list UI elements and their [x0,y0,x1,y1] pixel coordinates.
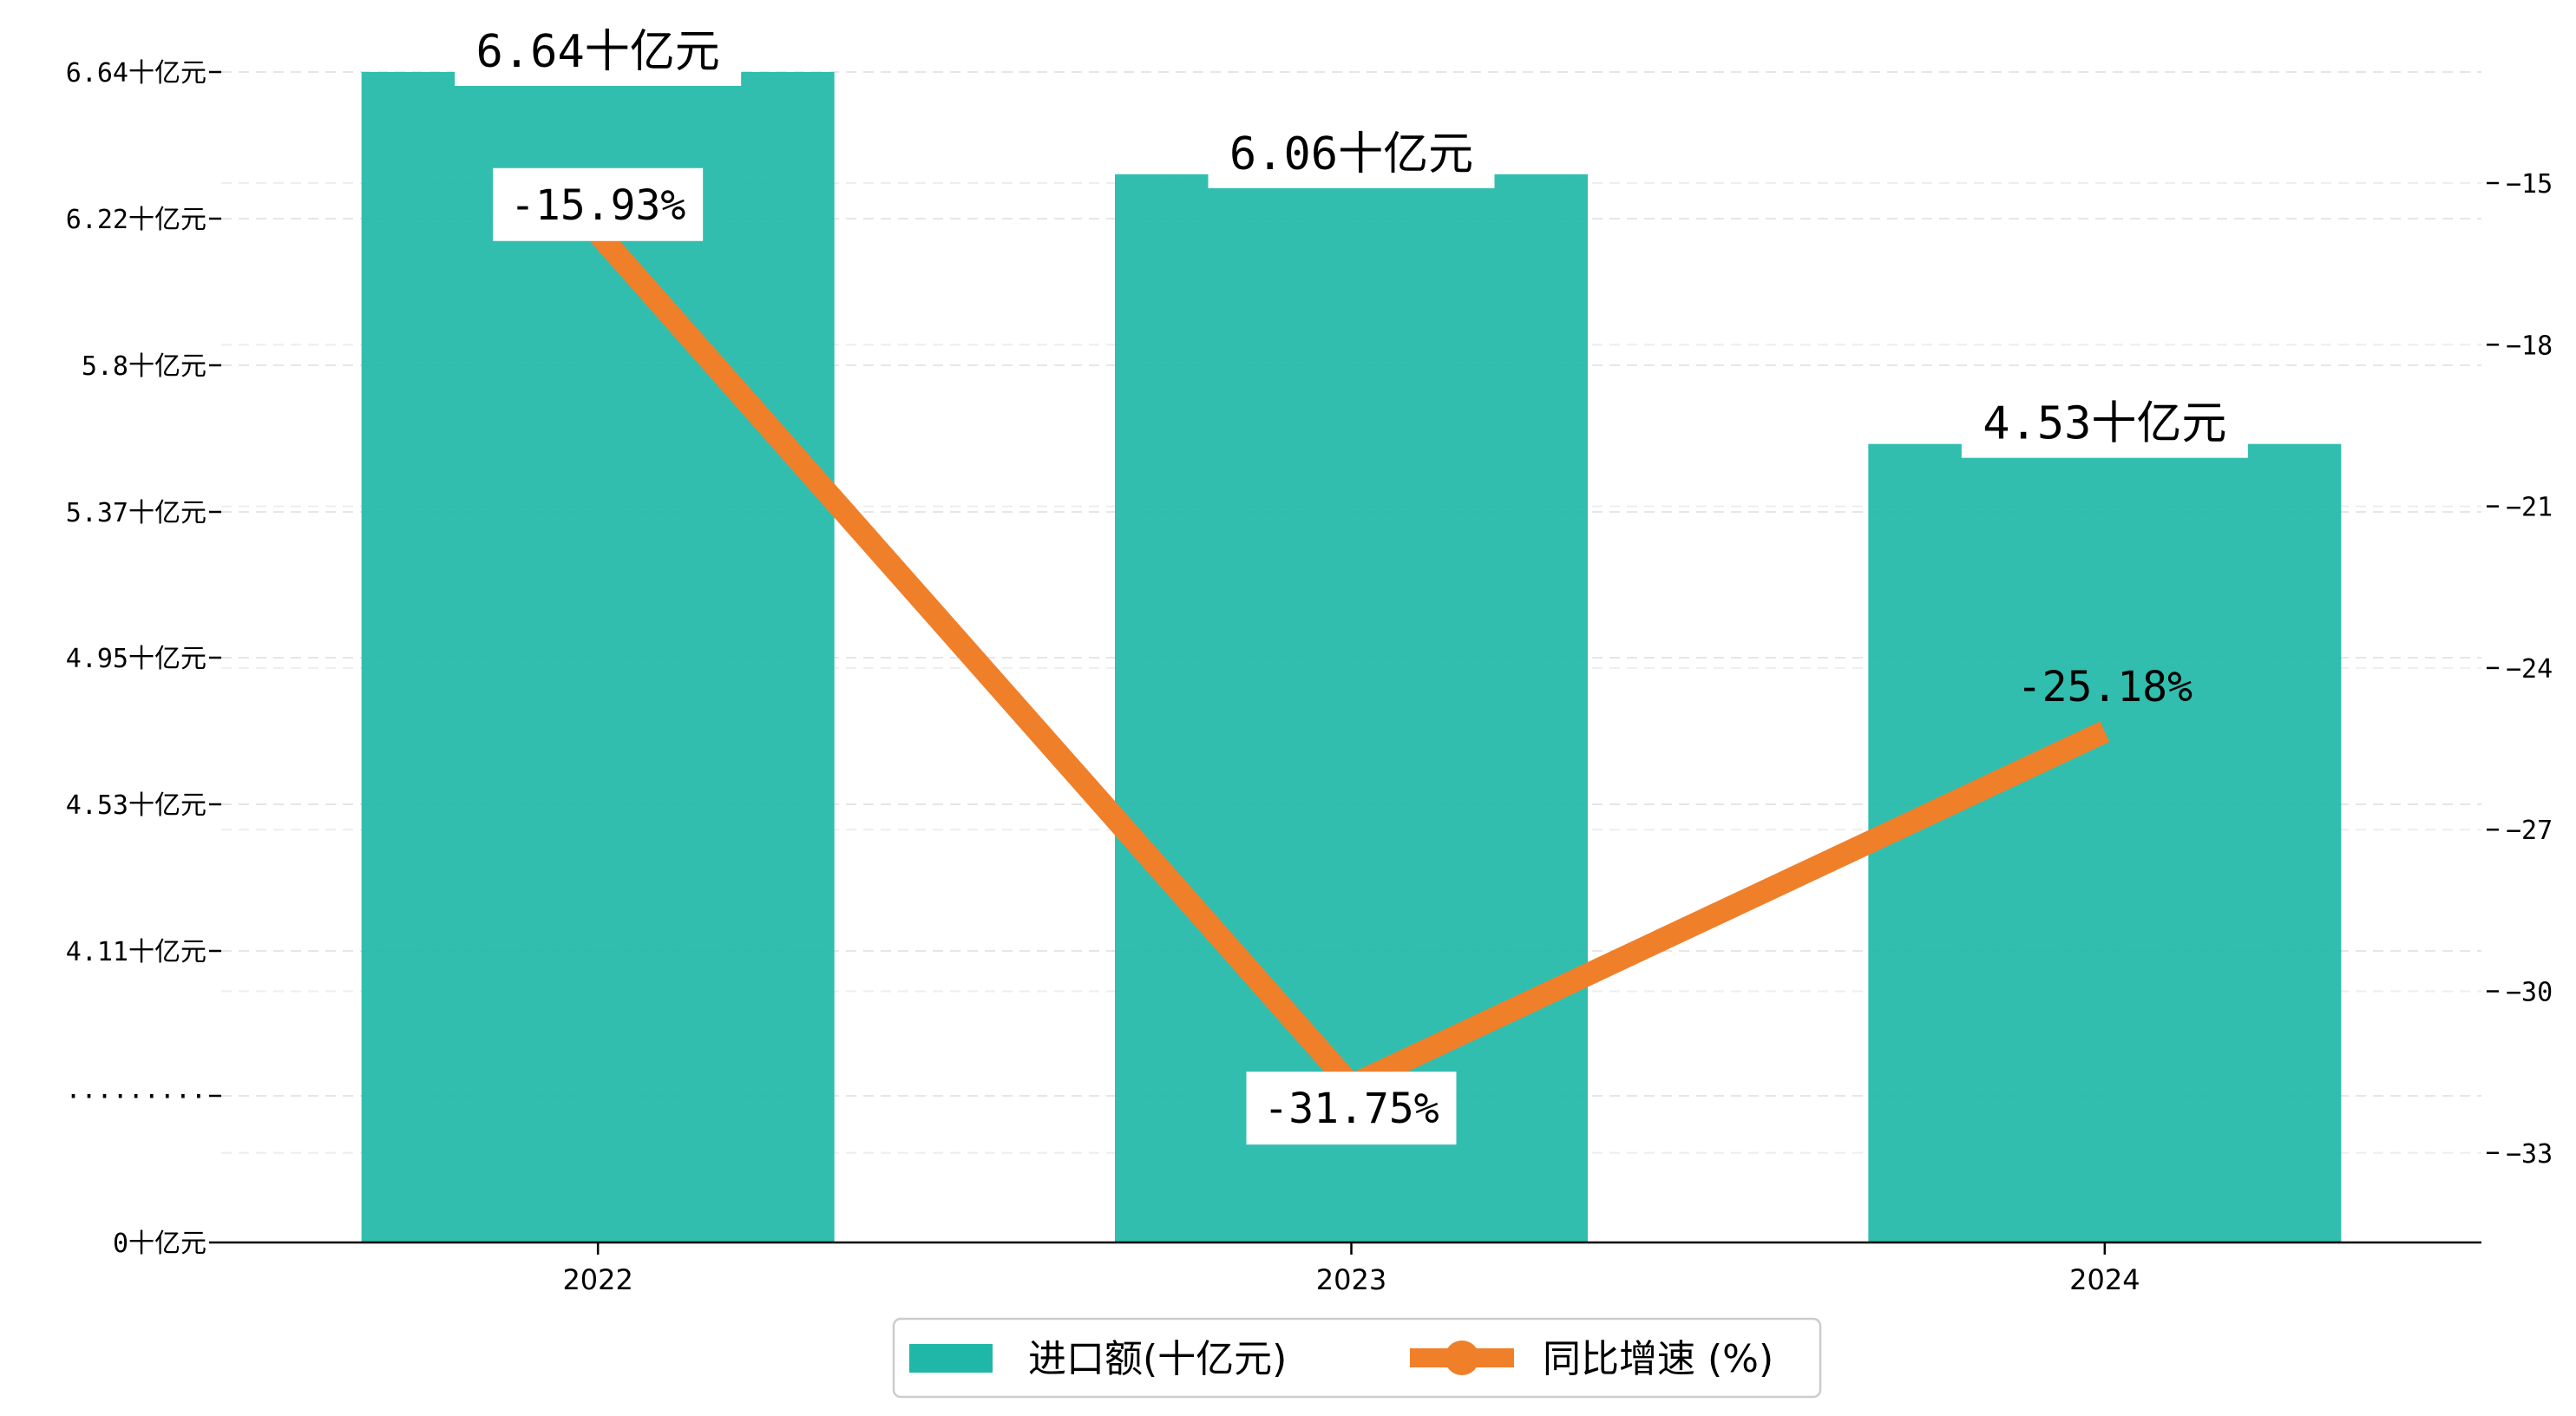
x-tick-label: 2023 [1316,1263,1386,1296]
bar [361,72,835,1242]
y-right-tick-label: −27 [2506,816,2553,846]
growth-value-label-bg [493,167,704,241]
bar-value-label-bg [455,22,742,86]
y-left-tick-label: 4.95十亿元 [66,644,206,674]
bar-value-label-bg [1208,123,1495,188]
legend-bar-swatch [909,1344,993,1373]
legend: 进口额(十亿元) 同比增速 (%) [892,1317,1822,1399]
bar [1115,174,1588,1242]
y-right-tick-label: −24 [2506,654,2553,685]
x-tick-label: 2024 [2069,1263,2140,1296]
bar-value-label-bg [1961,393,2248,458]
y-left-tick-label: 4.11十亿元 [66,937,206,967]
growth-value-label-bg [1246,1072,1457,1145]
legend-bar-label: 进口额(十亿元) [1028,1337,1287,1381]
bars-layer [361,72,2342,1242]
y-right-tick-label: −30 [2506,978,2553,1008]
bar-value-label: 6.64十亿元 [476,26,720,78]
growth-value-label: -15.93% [510,181,685,230]
y-left-tick-label: 5.8十亿元 [82,351,206,382]
growth-value-label: -31.75% [1263,1085,1439,1133]
bar [1868,443,2342,1242]
y-left-tick-label: 6.64十亿元 [66,58,206,88]
bar-value-label: 6.06十亿元 [1229,128,1473,180]
y-right-tick-label: −21 [2506,493,2553,523]
labels-layer: 6.64十亿元 6.06十亿元 4.53十亿元 -15.93% -31.75% -25.1… [455,22,2248,1145]
bar-value-label: 4.53十亿元 [1983,398,2226,450]
legend-box [892,1317,1822,1399]
y-right-tick-label: −18 [2506,331,2553,361]
growth-value-label: -25.18% [2017,663,2193,711]
x-tick-label: 2022 [562,1263,633,1296]
y-left-tick-label: 6.22十亿元 [66,205,206,235]
y-left-tick-label: 5.37十亿元 [66,498,206,528]
y-left-tick-label: 4.53十亿元 [66,790,206,821]
legend-line-label: 同比增速 (%) [1543,1337,1773,1381]
y-right-tick-label: −33 [2506,1139,2553,1170]
y-right-tick-label: −15 [2506,169,2553,200]
legend-line-marker [1445,1341,1479,1375]
y-left-tick-label: ········· [65,1082,206,1112]
y-left-tick-label: 0十亿元 [113,1229,206,1259]
axes-layer: 0十亿元 ········· 4.11十亿元 4.53十亿元 4.95十亿元 5.37十亿… [65,58,2553,1296]
